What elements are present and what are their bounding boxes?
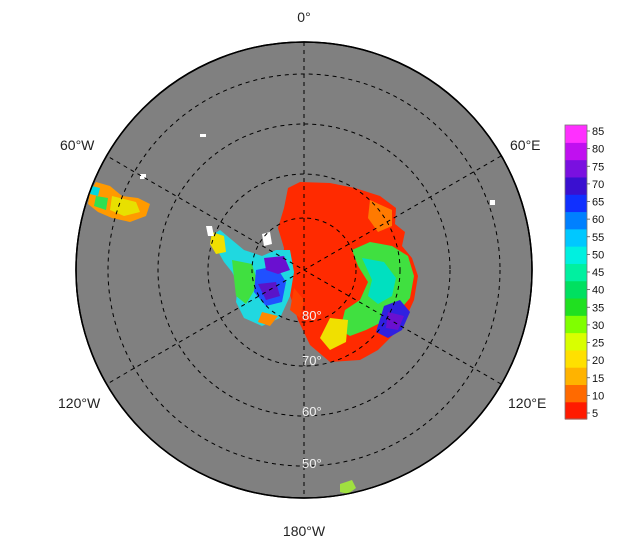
- colorbar-swatch: [565, 194, 587, 213]
- colorbar-tick-label: 15: [592, 373, 604, 385]
- east-antarctica-cyan-zone: [362, 258, 396, 304]
- meridian-label-120w: 120°W: [58, 395, 101, 411]
- latitude-label-60: 60°: [302, 404, 322, 419]
- colorbar-swatch: [565, 332, 587, 351]
- colorbar-swatch: [565, 401, 587, 420]
- colorbar-tick-label: 80: [592, 144, 604, 156]
- meridian-labels: 0° 60°E 120°E 180°W 120°W 60°W: [58, 9, 546, 539]
- island-south: [340, 480, 356, 494]
- island-3: [490, 200, 495, 205]
- meridian-label-180w: 180°W: [283, 523, 326, 539]
- colorbar-swatch: [565, 159, 587, 178]
- latitude-label-50: 50°: [302, 456, 322, 471]
- colorbar-tick-label: 75: [592, 161, 604, 173]
- colorbar-tick-label: 25: [592, 338, 604, 350]
- colorbar-swatch: [565, 228, 587, 247]
- colorbar-tick-label: 30: [592, 320, 604, 332]
- colorbar-swatch: [565, 263, 587, 282]
- sub-antarctic-island-south: [340, 480, 356, 494]
- colorbar-tick-label: 55: [592, 232, 604, 244]
- map-disc-border: [75, 41, 533, 499]
- colorbar-tick-label: 35: [592, 302, 604, 314]
- colorbar-swatch: [565, 367, 587, 386]
- patagonia-green-zone: [94, 196, 108, 210]
- colorbar-ticks: 85 80 75 70 65 60 55 50 45 40 35 30 25 20 15 10 5: [587, 126, 604, 420]
- colorbar-tick-label: 40: [592, 285, 604, 297]
- peninsula-yellow-zone: [210, 232, 226, 254]
- colorbar-swatch: [565, 246, 587, 264]
- colorbar-tick-label: 70: [592, 179, 604, 191]
- colorbar-swatch: [565, 297, 587, 316]
- east-antarctica-orange-zone: [368, 200, 392, 232]
- west-antarctica-purple-zone: [264, 256, 290, 274]
- east-antarctica-purple-zone: [386, 312, 404, 330]
- ross-ice-red-zone: [290, 288, 304, 318]
- colorbar-swatch: [565, 280, 587, 299]
- colorbar-tick-label: 45: [592, 267, 604, 279]
- west-antarctica-orange-zone: [258, 312, 278, 326]
- colorbar-tick-label: 85: [592, 126, 604, 138]
- meridian-label-120e: 120°E: [508, 395, 546, 411]
- colorbar-swatch: [565, 315, 587, 334]
- colorbar-swatch: [565, 125, 587, 143]
- latitude-label-70: 70°: [302, 353, 322, 368]
- island-2: [200, 134, 206, 137]
- west-antarctica-green-zone: [232, 260, 258, 304]
- island-1: [140, 174, 146, 179]
- antarctica-landmass: [206, 182, 418, 362]
- colorbar-swatch: [565, 176, 587, 195]
- latitude-60-circle: [157, 123, 451, 417]
- colorbar-swatch: [565, 349, 587, 368]
- colorbar-tick-label: 60: [592, 214, 604, 226]
- colorbar-swatch: [565, 384, 587, 403]
- patagonia-cyan-zone: [90, 186, 100, 196]
- meridian-120e-60w: [106, 155, 502, 385]
- colorbar-tick-label: 20: [592, 355, 604, 367]
- colorbar-tick-label: 65: [592, 197, 604, 209]
- meridian-label-60e: 60°E: [510, 137, 541, 153]
- colorbar-tick-label: 10: [592, 390, 604, 402]
- colorbar: 85 80 75 70 65 60 55 50 45 40 35 30 25 20 15 10 5: [564, 124, 604, 420]
- colorbar-tick-label: 50: [592, 249, 604, 261]
- west-antarctica-purple-zone-2: [258, 282, 280, 300]
- colorbar-swatches: [565, 125, 587, 420]
- meridian-label-60w: 60°W: [60, 137, 95, 153]
- colorbar-swatch: [565, 211, 587, 230]
- meridian-gridlines: [106, 42, 502, 498]
- colorbar-tick-label: 5: [592, 408, 598, 420]
- latitude-label-80: 80°: [302, 308, 322, 323]
- colorbar-swatch: [565, 142, 587, 161]
- latitude-labels: 80° 70° 60° 50°: [302, 308, 322, 471]
- meridian-label-0: 0°: [297, 9, 310, 25]
- ice-shelf-white-2: [206, 226, 214, 236]
- east-antarctica-yellow-zone: [320, 318, 348, 350]
